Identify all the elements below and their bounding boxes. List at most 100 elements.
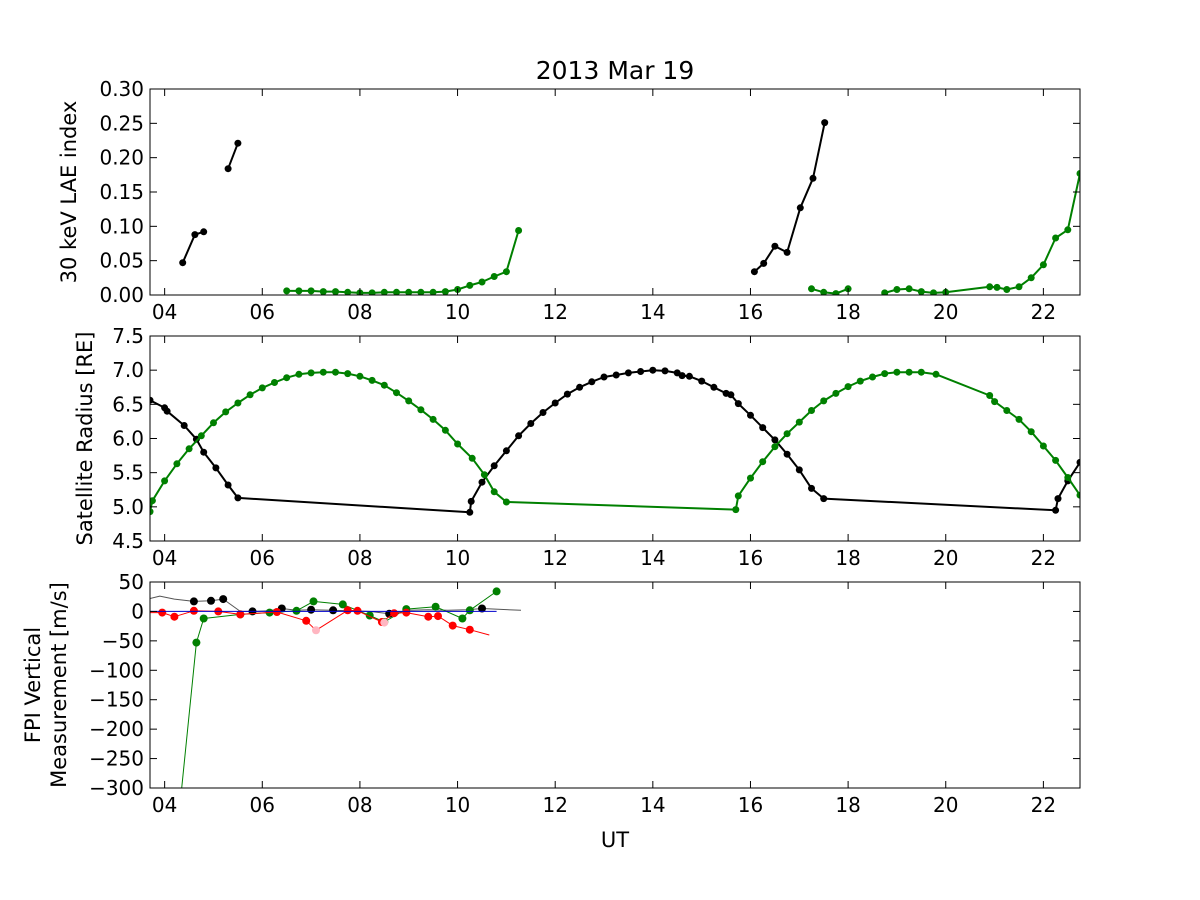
data-point (1064, 474, 1072, 481)
data-point (353, 606, 362, 615)
series-1-line-1 (811, 287, 849, 295)
data-point (991, 398, 999, 406)
data-point (832, 290, 840, 295)
data-point (515, 227, 523, 234)
y-axis-label: Satellite Radius [RE] (73, 331, 97, 545)
x-tick-label: 10 (445, 300, 470, 324)
data-point (180, 422, 188, 429)
y-tick-label: −250 (89, 747, 144, 771)
data-point (295, 287, 303, 295)
data-point (295, 370, 303, 378)
data-point (343, 606, 352, 615)
x-tick-label: 06 (250, 793, 275, 817)
data-point (1015, 415, 1023, 423)
data-point (390, 609, 399, 618)
data-point (478, 604, 486, 613)
x-tick-label: 16 (738, 793, 763, 817)
data-point (292, 606, 301, 615)
data-point (1052, 456, 1060, 464)
data-point (808, 285, 815, 293)
x-tick-label: 14 (640, 300, 665, 324)
y-tick-label: 6.5 (112, 392, 144, 416)
data-point (458, 614, 467, 623)
data-point (734, 400, 742, 408)
data-point (344, 288, 352, 295)
data-point (820, 288, 828, 295)
data-point (1064, 226, 1072, 234)
data-point (271, 379, 278, 386)
x-tick-label: 10 (445, 546, 470, 570)
data-point (747, 474, 754, 482)
y-tick-label: 5.0 (112, 495, 144, 519)
data-point (344, 370, 352, 378)
data-point (600, 373, 608, 381)
y-axis-label: FPI Vertical (21, 627, 45, 743)
data-point (224, 481, 232, 489)
data-point (429, 415, 437, 423)
x-tick-label: 22 (1031, 793, 1056, 817)
data-point (1076, 458, 1080, 466)
y-tick-label: 50 (119, 570, 144, 594)
data-point (734, 492, 742, 500)
data-point (1052, 506, 1060, 514)
data-point (1003, 407, 1011, 414)
x-tick-label: 14 (640, 546, 665, 570)
data-point (796, 204, 804, 212)
data-point (468, 454, 476, 462)
panel-1: 04 06 08 10 12 14 16 18 20 22 0.00 0.05 0.10 0.15 0.20… (57, 77, 1081, 324)
data-point (192, 638, 201, 647)
data-point (393, 288, 400, 295)
data-point (986, 392, 994, 399)
data-point (405, 288, 413, 295)
data-point (207, 596, 215, 605)
data-point (612, 371, 620, 379)
x-tick-label: 08 (347, 546, 372, 570)
y-tick-label: −200 (89, 717, 144, 741)
data-point (490, 488, 498, 496)
y-tick-label: 0.30 (99, 77, 144, 101)
data-point (161, 477, 169, 485)
data-point (480, 471, 488, 479)
data-point (932, 370, 940, 378)
series-0-line-1 (227, 142, 239, 170)
data-point (236, 610, 245, 619)
data-point (502, 447, 510, 455)
data-point (809, 174, 817, 182)
data-point (467, 497, 475, 505)
data-point (150, 508, 154, 516)
series-0-line-0 (150, 595, 522, 615)
data-point (1076, 491, 1080, 499)
data-point (466, 281, 474, 289)
panel-3: 04 06 08 10 12 14 16 18 20 22 −300 −250 −200 −150 −100… (21, 570, 1081, 817)
data-point (771, 242, 779, 250)
figure-title: 2013 Mar 19 (536, 56, 695, 85)
data-point (380, 381, 388, 389)
data-point (1015, 283, 1023, 291)
series-1-line-0 (150, 371, 1080, 512)
data-point (368, 289, 376, 295)
data-point (197, 432, 205, 440)
data-point (222, 408, 230, 416)
data-point (150, 497, 156, 505)
data-point (893, 368, 901, 376)
data-point (808, 407, 815, 414)
y-tick-label: −300 (89, 776, 144, 800)
x-tick-label: 12 (542, 546, 567, 570)
data-point (727, 391, 735, 399)
data-point (502, 268, 510, 276)
data-point (820, 397, 828, 405)
x-tick-label: 22 (1031, 546, 1056, 570)
data-point (424, 612, 433, 621)
data-point (527, 420, 535, 427)
data-point (272, 608, 281, 616)
data-point (917, 288, 925, 295)
data-point (685, 372, 693, 380)
data-point (200, 228, 208, 236)
data-point (783, 450, 791, 458)
y-tick-label: −100 (89, 658, 144, 682)
data-point (163, 407, 171, 415)
data-point (771, 436, 779, 444)
data-point (356, 372, 364, 380)
x-tick-label: 16 (738, 546, 763, 570)
